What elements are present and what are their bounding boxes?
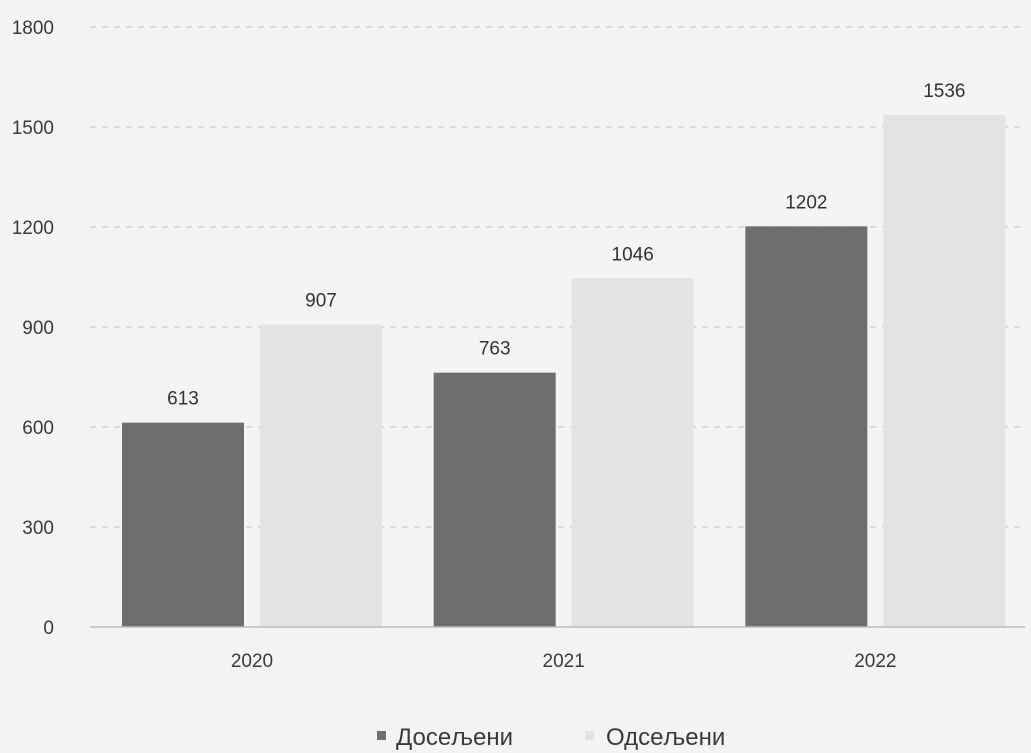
data-label-2022-doseljeni: 1202 xyxy=(785,192,827,213)
legend-label-doseljeni: Досељени xyxy=(396,724,513,751)
y-tick-label: 300 xyxy=(22,518,54,539)
bar-2021-odseljeni xyxy=(571,278,694,627)
x-axis: 2020 2021 2022 xyxy=(90,626,1025,672)
y-tick-label: 1800 xyxy=(12,18,54,39)
y-tick-label: 1200 xyxy=(12,218,54,239)
legend: Досељени Одсељени xyxy=(377,724,725,751)
bar-2021-doseljeni xyxy=(433,372,556,627)
y-tick-label: 0 xyxy=(43,618,54,639)
bar-2020-odseljeni xyxy=(260,324,382,627)
data-label-2020-doseljeni: 613 xyxy=(167,389,199,410)
data-label-2022-odseljeni: 1536 xyxy=(923,81,965,102)
legend-swatch-doseljeni xyxy=(377,731,386,740)
data-label-2020-odseljeni: 907 xyxy=(305,291,337,312)
data-label-2021-doseljeni: 763 xyxy=(479,339,511,360)
legend-label-odseljeni: Одсељени xyxy=(606,724,725,751)
y-tick-label: 1500 xyxy=(12,118,54,139)
bar-2022-doseljeni xyxy=(745,226,868,628)
x-tick-label-2022: 2022 xyxy=(854,651,896,672)
bar-2020-doseljeni xyxy=(122,422,244,627)
bars xyxy=(122,115,1006,628)
y-tick-label: 600 xyxy=(22,418,54,439)
bar-2022-odseljeni xyxy=(883,115,1006,627)
x-tick-label-2021: 2021 xyxy=(543,651,585,672)
y-axis: 0 300 600 900 1200 1500 1800 xyxy=(12,18,54,639)
x-tick-label-2020: 2020 xyxy=(231,651,273,672)
legend-swatch-odseljeni xyxy=(585,731,594,740)
data-label-2021-odseljeni: 1046 xyxy=(612,244,654,265)
y-tick-label: 900 xyxy=(22,318,54,339)
data-labels: 613 907 763 1046 1202 1536 xyxy=(167,81,965,410)
